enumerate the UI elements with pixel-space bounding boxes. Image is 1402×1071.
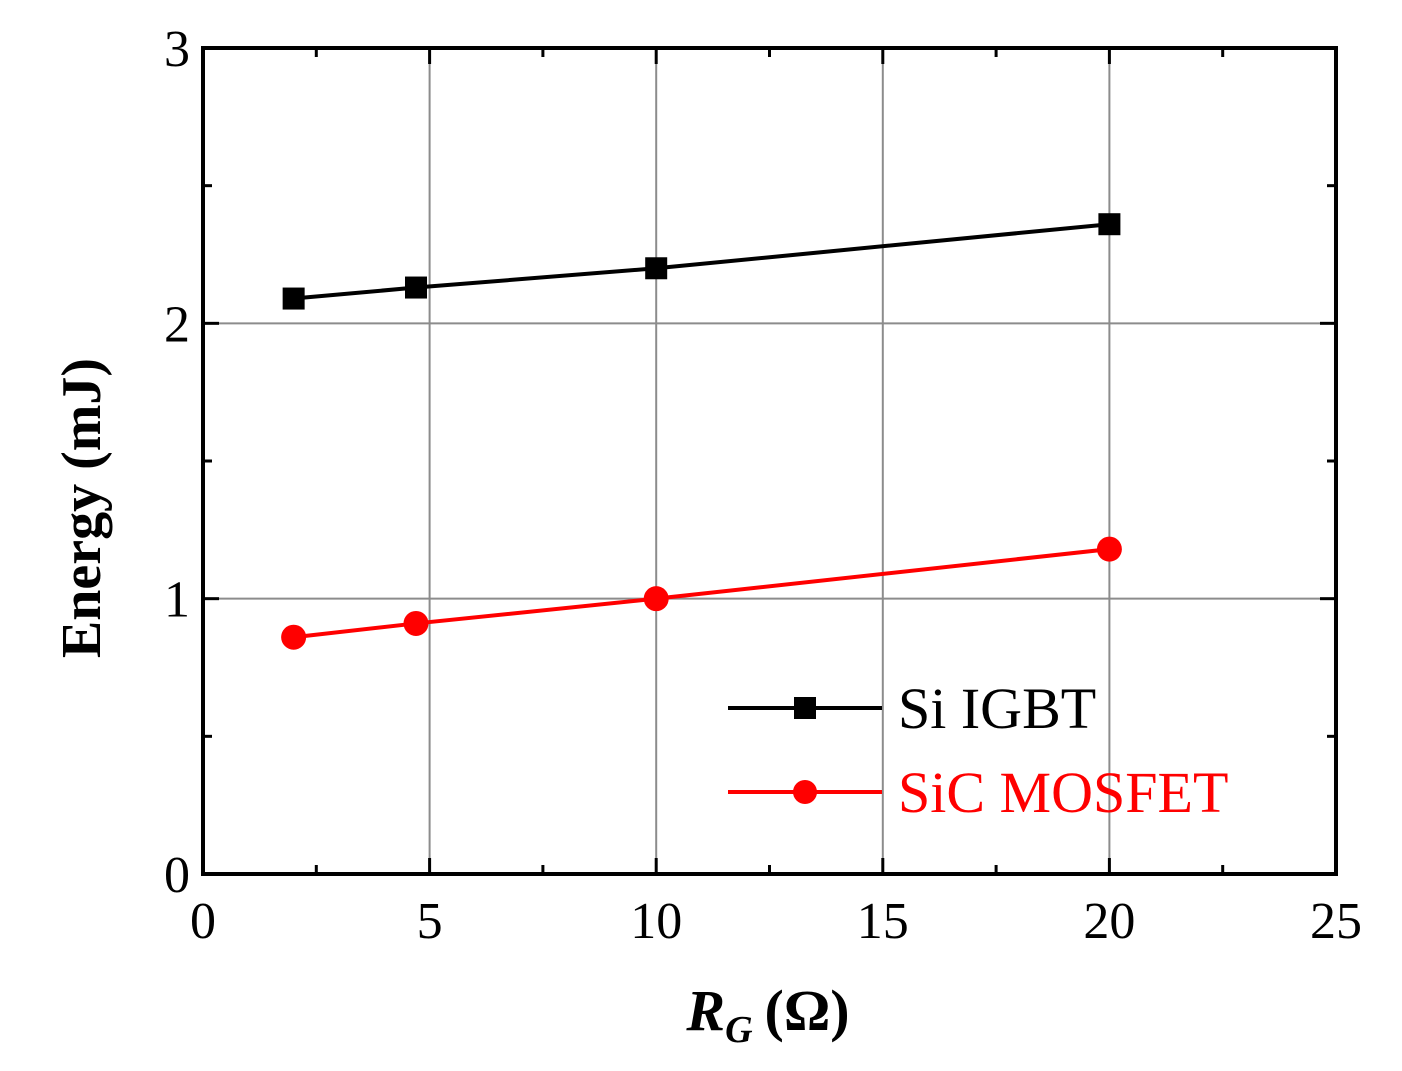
data-point-sic-mosfet-2: [643, 586, 669, 612]
data-point-si-igbt-0: [282, 287, 305, 310]
x-tick-label-25: 25: [1310, 893, 1362, 950]
data-point-sic-mosfet-3: [1096, 536, 1122, 562]
y-tick-label-2: 2: [164, 296, 190, 353]
minor-ticks: [203, 48, 1336, 874]
legend-marker-sic-mosfet: [793, 780, 817, 804]
data-point-si-igbt-3: [1098, 213, 1121, 236]
y-tick-label-0: 0: [164, 847, 190, 904]
x-tick-labels: 0 5 10 15 20 25: [190, 893, 1362, 950]
x-tick-label-10: 10: [630, 893, 682, 950]
legend-label-si-igbt: Si IGBT: [898, 676, 1096, 741]
legend-entry-si-igbt: Si IGBT: [728, 676, 1096, 741]
series-line-sic-mosfet: [293, 547, 1110, 640]
x-axis-title-main: R: [685, 978, 725, 1043]
x-axis-title: RG (Ω): [685, 978, 849, 1051]
x-axis-title-unit: (Ω): [765, 978, 850, 1043]
x-tick-label-15: 15: [857, 893, 909, 950]
y-tick-labels: 0 1 2 3: [164, 21, 190, 904]
x-tick-label-0: 0: [190, 893, 216, 950]
data-point-si-igbt-1: [405, 276, 428, 299]
x-tick-label-5: 5: [417, 893, 443, 950]
series-line-si-igbt: [293, 222, 1110, 301]
plot-frame: [201, 46, 1338, 876]
y-tick-label-1: 1: [164, 572, 190, 629]
legend-entry-sic-mosfet: SiC MOSFET: [728, 760, 1228, 825]
legend: Si IGBT SiC MOSFET: [728, 676, 1228, 825]
x-tick-label-20: 20: [1083, 893, 1135, 950]
series-layer: [281, 213, 1122, 650]
y-tick-label-3: 3: [164, 21, 190, 78]
x-axis-title-subscript: G: [725, 1009, 753, 1051]
data-point-sic-mosfet-1: [403, 610, 429, 636]
grid: [203, 48, 1336, 874]
data-point-sic-mosfet-0: [281, 624, 307, 650]
data-point-si-igbt-2: [645, 257, 668, 280]
y-axis-title: Energy (mJ): [51, 358, 113, 658]
legend-marker-si-igbt: [794, 697, 816, 719]
legend-label-sic-mosfet: SiC MOSFET: [898, 760, 1228, 825]
series-sic-mosfet: [281, 536, 1122, 650]
major-ticks: [201, 46, 1338, 876]
series-si-igbt: [282, 213, 1121, 310]
